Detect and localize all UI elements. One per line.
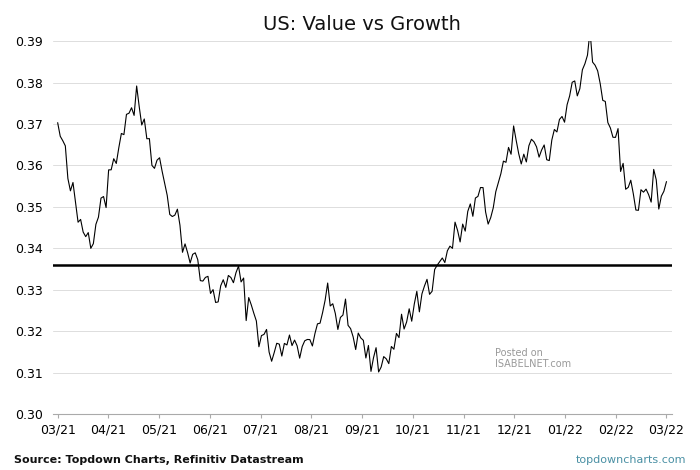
Text: Posted on
ISABELNET.com: Posted on ISABELNET.com bbox=[495, 348, 571, 369]
Text: topdowncharts.com: topdowncharts.com bbox=[575, 455, 686, 465]
Title: US: Value vs Growth: US: Value vs Growth bbox=[263, 15, 461, 34]
Text: Source: Topdown Charts, Refinitiv Datastream: Source: Topdown Charts, Refinitiv Datast… bbox=[14, 455, 304, 465]
